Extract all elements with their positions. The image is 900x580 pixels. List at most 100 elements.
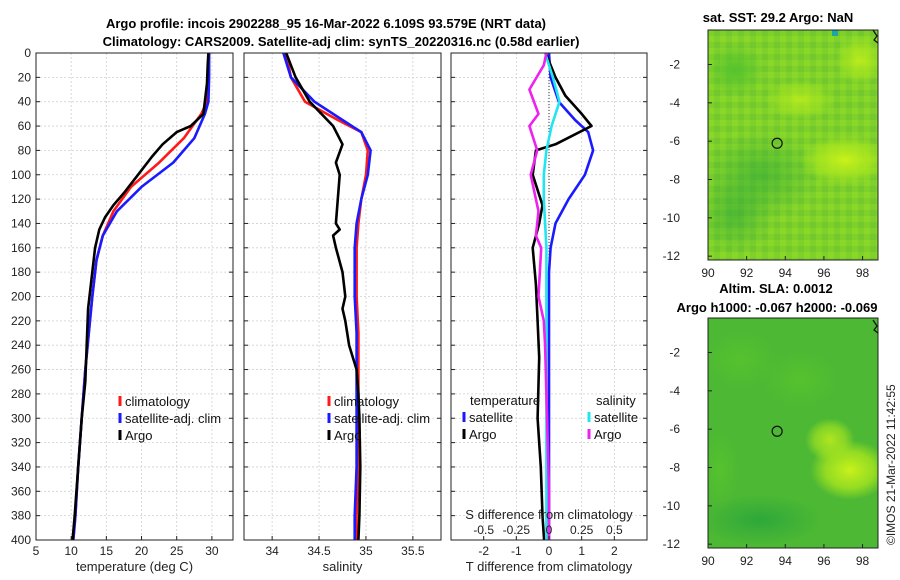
y-tick-label: 100 bbox=[11, 168, 31, 182]
temperature-panel: 5 10 15 20 25 30 temperature (deg C) 0 20 40 60 80 1… bbox=[11, 46, 234, 574]
series-line-0 bbox=[547, 52, 595, 540]
sla-map-title: Altim. SLA: 0.0012 bbox=[719, 281, 832, 296]
s-tick-label: 0.5 bbox=[606, 523, 623, 537]
x-axis-label: T difference from climatology bbox=[466, 559, 633, 574]
x-axis-label: temperature (deg C) bbox=[76, 559, 193, 574]
y-tick-label: 200 bbox=[11, 290, 31, 304]
y-tick-label: 320 bbox=[11, 436, 31, 450]
legend-label: climatology bbox=[334, 394, 400, 409]
y-tick-label: -6 bbox=[669, 422, 680, 436]
figure-title-line1: Argo profile: incois 2902288_95 16-Mar-2… bbox=[106, 16, 546, 31]
figure-title-line2: Climatology: CARS2009. Satellite-adj cli… bbox=[103, 34, 580, 49]
x-tick-label: 90 bbox=[701, 266, 715, 280]
x-tick-label: 92 bbox=[740, 266, 754, 280]
y-tick-label: -2 bbox=[669, 346, 680, 360]
sst-argo-location-marker bbox=[771, 137, 783, 149]
x-tick-label: 10 bbox=[64, 544, 78, 558]
x-tick-label: 94 bbox=[779, 266, 793, 280]
x-tick-label: 30 bbox=[205, 544, 219, 558]
sst-map-title: sat. SST: 29.2 Argo: NaN bbox=[703, 10, 854, 25]
copyright-label: ©IMOS 21-Mar-2022 11:42:55 bbox=[884, 384, 898, 545]
s-tick-label: -0.5 bbox=[473, 523, 494, 537]
sla-field bbox=[708, 318, 878, 548]
s-tick-label: -0.25 bbox=[503, 523, 531, 537]
x-tick-label: 98 bbox=[856, 554, 870, 568]
x-tick-label: 25 bbox=[170, 544, 184, 558]
x-tick-label: 90 bbox=[701, 554, 715, 568]
y-tick-label: 240 bbox=[11, 338, 31, 352]
series-line-2 bbox=[284, 52, 362, 541]
x-tick-label: 94 bbox=[779, 554, 793, 568]
x-tick-label: 2 bbox=[611, 544, 618, 558]
x-tick-label: 34.5 bbox=[307, 544, 331, 558]
y-tick-label: 40 bbox=[18, 95, 32, 109]
legend-label: climatology bbox=[125, 394, 191, 409]
y-tick-label: 400 bbox=[11, 533, 31, 547]
y-tick-label: 180 bbox=[11, 265, 31, 279]
y-tick-label: 300 bbox=[11, 411, 31, 425]
legend-label: Argo bbox=[594, 427, 621, 442]
legend-label: satellite bbox=[469, 410, 513, 425]
x-tick-label: 35 bbox=[359, 544, 373, 558]
salinity-panel: 34 34.5 35 35.5 salinity climatology satellite… bbox=[243, 52, 442, 574]
y-tick-label: -10 bbox=[663, 211, 681, 225]
x-tick-label: 98 bbox=[856, 266, 870, 280]
y-tick-label: -2 bbox=[669, 58, 680, 72]
coastline-mark bbox=[872, 319, 879, 334]
s-tick-label: 0.25 bbox=[570, 523, 594, 537]
sst-axes: 90 92 94 96 98 -2 -4 -6 -8 -10 -12 bbox=[663, 58, 870, 281]
sla-argo-location-marker bbox=[771, 425, 783, 437]
y-tick-label: -12 bbox=[663, 537, 681, 551]
legend-label: satellite bbox=[594, 410, 638, 425]
legend-title-temperature: temperature bbox=[470, 393, 540, 408]
legend-label: Argo bbox=[469, 427, 496, 442]
y-tick-label: 20 bbox=[18, 70, 32, 84]
s-tick-label: 0 bbox=[546, 523, 553, 537]
legend-label: Argo bbox=[125, 428, 152, 443]
x-tick-label: 0 bbox=[546, 544, 553, 558]
y-tick-label: -8 bbox=[669, 461, 680, 475]
y-tick-label: 340 bbox=[11, 460, 31, 474]
legend-label: satellite-adj. clim bbox=[334, 411, 430, 426]
difference-panel: -2 -1 0 1 2T difference from climatology temp… bbox=[450, 52, 648, 574]
sst-map-panel: sat. SST: 29.2 Argo: NaN 90 92 94 96 98 -2 -4 -… bbox=[663, 10, 879, 281]
y-tick-label: -12 bbox=[663, 249, 681, 263]
x-tick-label: -1 bbox=[511, 544, 522, 558]
y-tick-label: 160 bbox=[11, 241, 31, 255]
argo-marker-circle bbox=[771, 137, 783, 149]
legend-label: Argo bbox=[334, 428, 361, 443]
y-tick-label: 140 bbox=[11, 216, 31, 230]
x-tick-label: 96 bbox=[817, 554, 831, 568]
legend-label: satellite-adj. clim bbox=[125, 411, 221, 426]
sst-field bbox=[708, 30, 878, 260]
series-line-1 bbox=[531, 52, 593, 541]
series-line-1 bbox=[282, 52, 372, 540]
x-tick-label: -2 bbox=[478, 544, 489, 558]
sla-map-panel: Altim. SLA: 0.0012 Argo h1000: -0.067 h2… bbox=[663, 281, 879, 569]
sla-axes: 90 92 94 96 98 -2 -4 -6 -8 -10 -12 bbox=[663, 346, 870, 569]
y-tick-label: -10 bbox=[663, 499, 681, 513]
coastline-mark bbox=[872, 29, 879, 44]
legend-title-salinity: salinity bbox=[596, 393, 636, 408]
y-tick-label: 380 bbox=[11, 509, 31, 523]
series-line-2 bbox=[71, 52, 210, 541]
y-tick-label: 120 bbox=[11, 192, 31, 206]
y-tick-label: 220 bbox=[11, 314, 31, 328]
y-tick-label: 60 bbox=[18, 119, 32, 133]
y-tick-label: -4 bbox=[669, 384, 680, 398]
x-tick-label: 92 bbox=[740, 554, 754, 568]
x-axis-label: salinity bbox=[323, 559, 363, 574]
y-tick-label: 280 bbox=[11, 387, 31, 401]
y-tick-label: -4 bbox=[669, 96, 680, 110]
y-tick-label: -6 bbox=[669, 134, 680, 148]
x-tick-label: 15 bbox=[100, 544, 114, 558]
y-tick-label: 360 bbox=[11, 484, 31, 498]
argo-marker-circle bbox=[771, 425, 783, 437]
x-tick-label: 1 bbox=[578, 544, 585, 558]
y-tick-label: 0 bbox=[24, 46, 31, 60]
s-difference-label: S difference from climatology bbox=[465, 507, 633, 522]
x-tick-label: 5 bbox=[33, 544, 40, 558]
y-tick-label: -8 bbox=[669, 173, 680, 187]
y-tick-label: 260 bbox=[11, 363, 31, 377]
